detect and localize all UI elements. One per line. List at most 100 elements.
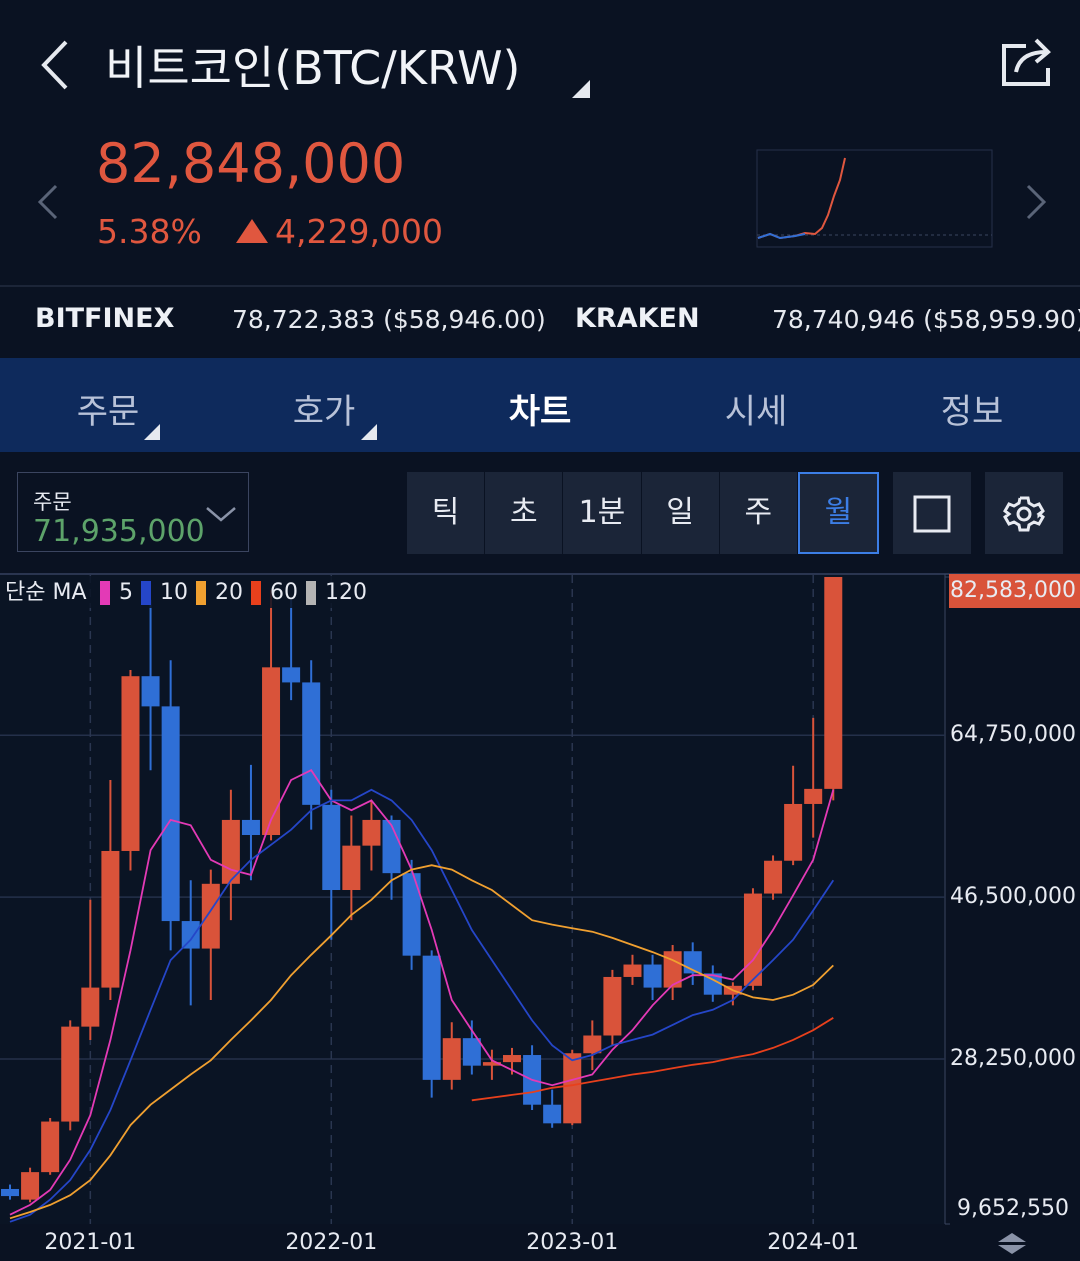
candle-body [181, 921, 200, 949]
change: 4,229,000 [275, 212, 443, 251]
legend-bg [0, 576, 365, 608]
candle-body [21, 1172, 40, 1200]
candle-body [643, 964, 662, 988]
legend-swatch [100, 581, 110, 605]
candle-body [1, 1188, 19, 1197]
candle-body [824, 577, 843, 789]
tab[interactable]: 정보 [940, 392, 1004, 432]
x-tick-label: 2022-01 [285, 1230, 377, 1255]
candle-body [241, 819, 260, 836]
y-tick-label: 28,250,000 [950, 1046, 1076, 1071]
ma-line [9, 769, 835, 1216]
exchange-price: 78,722,383 ($58,946.00) [232, 305, 546, 334]
candle-body [503, 1055, 521, 1063]
ma-line [9, 864, 834, 1220]
change-percent: 5.38% [97, 212, 202, 251]
period-selector: 틱 초 1분 일 주 월 [407, 472, 880, 554]
candle-body [482, 1062, 501, 1066]
tab-dropdown-icons [144, 424, 377, 440]
period-button[interactable]: 월 [797, 472, 880, 554]
back-button[interactable] [41, 40, 68, 90]
prev-coin[interactable] [37, 184, 58, 220]
candle-body [442, 1038, 461, 1080]
period-button[interactable]: 주 [720, 472, 798, 554]
square-icon [913, 495, 951, 533]
ma-line [9, 788, 835, 1223]
candle-body [402, 873, 421, 956]
legend-title: 단순 MA [5, 580, 87, 605]
toolbar-icons [206, 495, 1045, 533]
candle-body [603, 976, 622, 1036]
period-button[interactable]: 1분 [563, 472, 642, 554]
candle-body [764, 860, 783, 894]
ma-line [471, 1017, 834, 1102]
legend-swatch [141, 581, 151, 605]
candle-body [362, 819, 381, 846]
candle-body [342, 845, 361, 891]
candle-body [382, 819, 401, 874]
next-coin[interactable] [1026, 184, 1047, 220]
y-tick-label: 9,652,550 [957, 1196, 1069, 1221]
y-tick-label: 82,583,000 [950, 578, 1076, 603]
tab[interactable]: 차트 [508, 392, 572, 432]
last-price-badge [949, 574, 1080, 608]
exchange-name: KRAKEN [575, 303, 700, 334]
candle-body [201, 883, 220, 949]
candle-body [282, 667, 301, 683]
period-button[interactable]: 일 [642, 472, 720, 554]
x-tick-label: 2023-01 [526, 1230, 618, 1255]
candle-body [141, 676, 160, 707]
candle-body [804, 788, 823, 804]
legend-swatch [306, 581, 316, 605]
x-tick-label: 2021-01 [44, 1230, 136, 1255]
order-label: 주문 [33, 490, 72, 514]
candle-body [422, 955, 441, 1080]
title-dropdown[interactable] [572, 80, 590, 98]
candle-body [623, 964, 642, 977]
candle-body [583, 1035, 602, 1054]
order-box[interactable] [17, 472, 249, 552]
price: 82,848,000 [96, 132, 406, 195]
candle-body [101, 850, 120, 988]
tab-bar [0, 358, 1080, 452]
x-tick-label: 2024-01 [767, 1230, 859, 1255]
settings-button[interactable] [985, 472, 1063, 554]
candle-body [543, 1104, 562, 1124]
plot-area [0, 574, 945, 1224]
scroll-icon[interactable] [998, 1233, 1026, 1254]
candle-body [161, 706, 180, 922]
candle-body [563, 1053, 582, 1124]
order-price: 71,935,000 [33, 514, 205, 549]
candle-body [81, 987, 100, 1027]
candle-body [322, 804, 341, 891]
legend-swatch [251, 581, 261, 605]
tab[interactable]: 호가 [292, 392, 356, 432]
tab[interactable]: 시세 [724, 392, 788, 432]
sparkline [756, 149, 993, 248]
period-button[interactable]: 틱 [407, 472, 486, 554]
layout-button[interactable] [893, 472, 971, 554]
legend-label: 20 [215, 580, 243, 605]
up-arrow [236, 219, 268, 243]
legend-label: 5 [119, 580, 133, 605]
candle-body [743, 893, 762, 986]
gear-icon [1003, 496, 1045, 532]
dropdown-icon [206, 507, 236, 522]
title: 비트코인(BTC/KRW) [105, 41, 521, 95]
tab[interactable]: 주문 [76, 392, 140, 432]
candle-body [784, 803, 803, 861]
legend-label: 10 [160, 580, 188, 605]
exchange-name: BITFINEX [35, 303, 175, 334]
y-tick-label: 46,500,000 [950, 884, 1076, 909]
candle-body [61, 1026, 80, 1122]
exchange-price: 78,740,946 ($58,959.90) [772, 305, 1080, 334]
candle-body [703, 973, 722, 995]
candle-body [302, 682, 321, 805]
share-button[interactable] [1002, 38, 1051, 86]
candle-body [121, 676, 140, 851]
period-button[interactable]: 초 [485, 472, 564, 554]
candle-body [41, 1121, 60, 1173]
